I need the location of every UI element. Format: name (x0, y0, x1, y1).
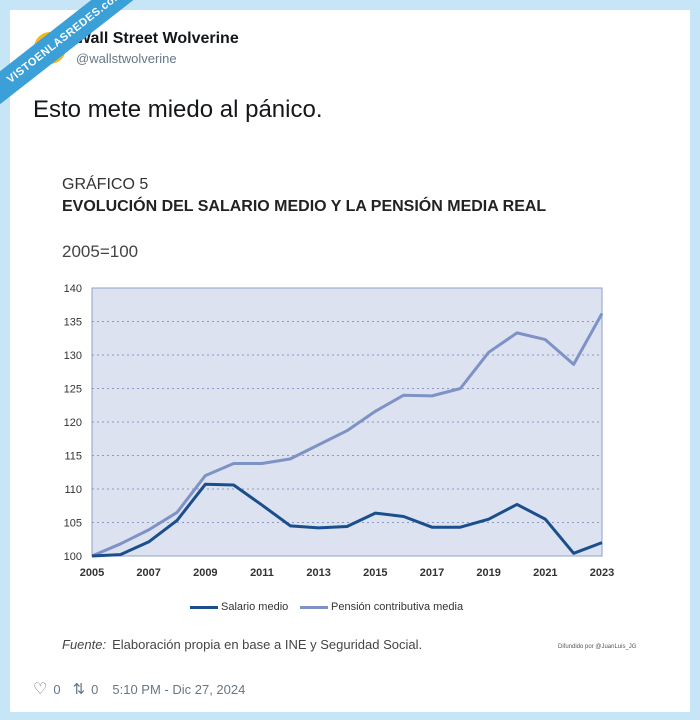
chart-subtitle: GRÁFICO 5 (62, 176, 149, 193)
timestamp[interactable]: 5:10 PM - Dic 27, 2024 (112, 681, 246, 697)
tweet-text: Esto mete miedo al pánico. (33, 96, 323, 123)
author-handle[interactable]: @wallstwolverine (76, 51, 177, 66)
y-tick-label: 105 (64, 518, 82, 530)
x-tick-label: 2015 (363, 567, 387, 579)
x-tick-label: 2021 (533, 567, 557, 579)
y-tick-label: 140 (64, 283, 82, 295)
author-name[interactable]: Wall Street Wolverine (76, 30, 239, 47)
x-tick-label: 2011 (250, 567, 274, 579)
legend-swatch (190, 605, 218, 609)
x-tick-label: 2017 (420, 567, 444, 579)
heart-icon[interactable]: ♡ (33, 681, 48, 698)
chart-credit: Difundido por @JuanLuis_JG (558, 644, 637, 650)
y-tick-label: 125 (64, 384, 82, 396)
legend-swatch (300, 605, 328, 609)
chart-title: EVOLUCIÓN DEL SALARIO MEDIO Y LA PENSIÓN… (62, 198, 547, 215)
y-tick-label: 120 (64, 417, 82, 429)
series-line-salario (91, 482, 603, 558)
y-tick-label: 130 (64, 350, 82, 362)
source-text: Elaboración propia en base a INE y Segur… (112, 637, 423, 652)
y-tick-label: 100 (64, 551, 82, 563)
tweet-footer: ♡ 0 ⇅ 0 5:10 PM - Dic 27, 2024 (33, 679, 245, 699)
x-tick-label: 2005 (80, 567, 104, 579)
legend-label: Salario medio (221, 601, 289, 613)
legend-item-pension: Pensión contributiva media (300, 601, 463, 613)
x-tick-label: 2007 (136, 567, 160, 579)
x-tick-label: 2023 (590, 567, 614, 579)
y-tick-label: 110 (64, 484, 82, 496)
chart-source: Fuente: Elaboración propia en base a INE … (62, 637, 422, 652)
legend-item-salario: Salario medio (190, 601, 288, 613)
x-tick-label: 2013 (306, 567, 330, 579)
source-label: Fuente: (62, 637, 107, 652)
chart-unit-label: 2005=100 (62, 242, 139, 261)
legend-label: Pensión contributiva media (331, 601, 464, 613)
x-tick-label: 2019 (476, 567, 500, 579)
retweet-icon[interactable]: ⇅ (72, 681, 86, 698)
retweet-count: 0 (91, 681, 99, 697)
like-count: 0 (53, 681, 61, 697)
y-tick-label: 135 (64, 317, 82, 329)
x-tick-label: 2009 (193, 567, 217, 579)
series-line-pensión (91, 312, 604, 558)
y-tick-label: 115 (64, 451, 82, 463)
